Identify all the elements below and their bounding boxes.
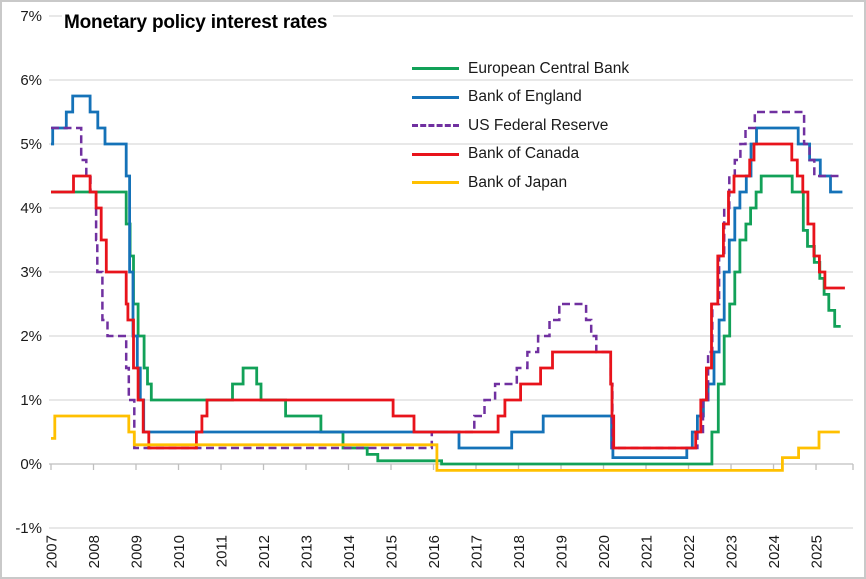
legend-item-us-federal-reserve: US Federal Reserve (412, 116, 629, 135)
series-line-bank-of-canada (51, 142, 845, 450)
legend-label-bank-of-canada: Bank of Canada (468, 145, 580, 162)
legend-swatch-bank-of-canada (412, 152, 459, 156)
x-axis-label-2022: 2022 (681, 535, 698, 568)
y-axis-label-3%: 3% (20, 264, 42, 281)
x-axis-label-2021: 2021 (639, 535, 656, 568)
x-axis-label-2018: 2018 (511, 535, 528, 568)
legend: European Central Bank Bank of England US F… (412, 59, 629, 202)
x-axis-label-2012: 2012 (256, 535, 273, 568)
legend-label-european-central-bank: European Central Bank (468, 59, 630, 77)
x-axis-label-2014: 2014 (341, 535, 358, 568)
y-axis-label-7%: 7% (20, 8, 42, 25)
legend-swatch-bank-of-japan (412, 181, 459, 184)
x-axis-label-2017: 2017 (469, 535, 486, 568)
series-line-us-federal-reserve (51, 110, 843, 450)
y-axis-label-1%: 1% (20, 392, 42, 409)
legend-item-bank-of-canada: Bank of Canada (412, 145, 629, 164)
legend-swatch-european-central-bank (412, 67, 459, 70)
x-axis-label-2007: 2007 (44, 535, 61, 568)
x-axis-label-2015: 2015 (384, 535, 401, 568)
y-axis-label-2%: 2% (20, 328, 42, 345)
legend-label-bank-of-japan: Bank of Japan (468, 173, 568, 191)
x-axis-label-2023: 2023 (724, 535, 741, 568)
legend-item-bank-of-england: Bank of England (412, 88, 629, 107)
legend-label-us-federal-reserve: US Federal Reserve (468, 116, 609, 134)
x-axis-label-2010: 2010 (171, 535, 188, 568)
x-axis-label-2025: 2025 (809, 535, 826, 568)
x-axis-label-2011: 2011 (214, 535, 231, 567)
x-axis-label-2019: 2019 (554, 535, 571, 568)
y-axis-label-6%: 6% (20, 72, 42, 89)
y-axis-label-5%: 5% (20, 136, 42, 153)
x-axis-label-2020: 2020 (596, 535, 613, 568)
legend-item-bank-of-japan: Bank of Japan (412, 173, 629, 192)
x-axis-label-2008: 2008 (86, 535, 103, 568)
y-axis-label-0%: 0% (20, 456, 42, 473)
x-axis-label-2024: 2024 (766, 535, 783, 568)
y-axis-label--1%: -1% (15, 520, 42, 537)
x-axis-label-2013: 2013 (299, 535, 316, 568)
legend-item-european-central-bank: European Central Bank (412, 59, 629, 78)
legend-label-bank-of-england: Bank of England (468, 88, 582, 105)
legend-swatch-us-federal-reserve (412, 124, 459, 127)
x-axis-label-2009: 2009 (129, 535, 146, 568)
legend-swatch-bank-of-england (412, 95, 459, 99)
series-line-european-central-bank (51, 174, 841, 466)
y-axis-label-4%: 4% (20, 200, 42, 217)
series-line-bank-of-japan (51, 414, 840, 472)
x-axis-label-2016: 2016 (426, 535, 443, 568)
chart-title: Monetary policy interest rates (62, 10, 334, 36)
